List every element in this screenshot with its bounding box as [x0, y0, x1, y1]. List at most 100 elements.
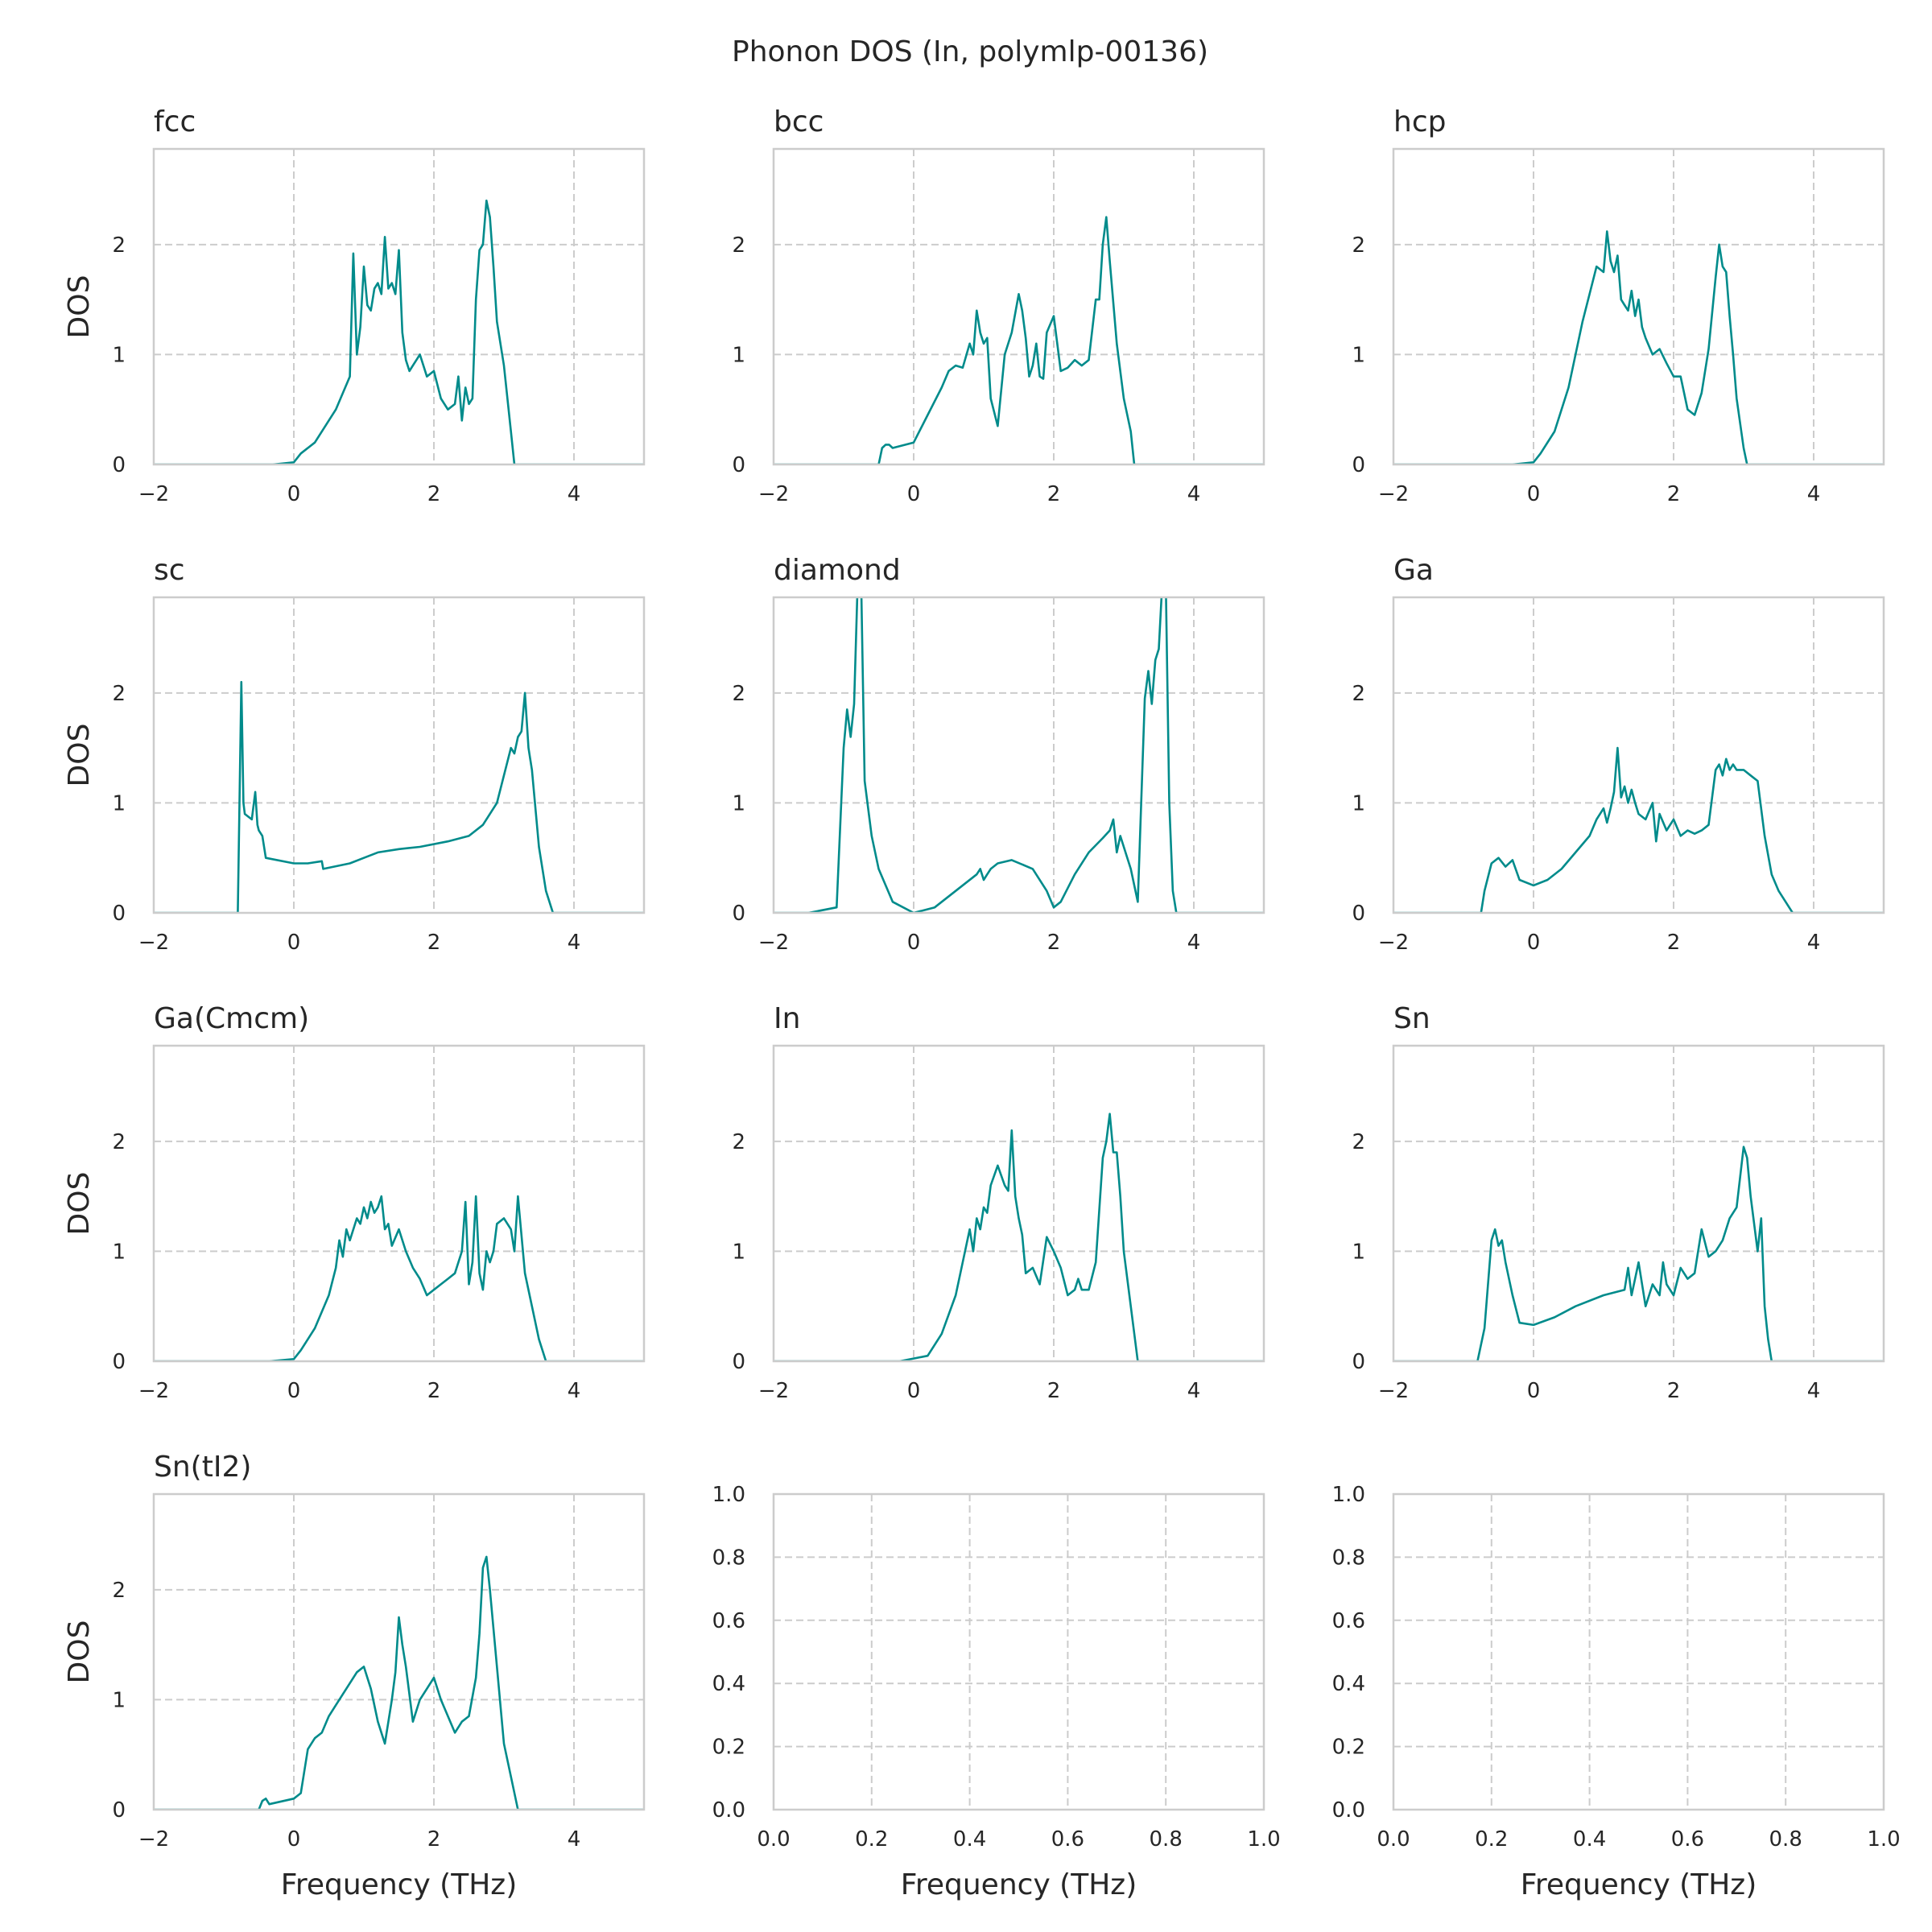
x-tick-label: 2 — [1667, 1379, 1681, 1403]
dos-curve — [154, 199, 644, 464]
y-tick-label: 0.0 — [1332, 1798, 1365, 1823]
y-tick-label: 0 — [1352, 902, 1365, 926]
panel-diamond: 0 1 2 −2 0 2 4 diamond — [732, 554, 1265, 955]
x-tick-label: 0.8 — [1150, 1827, 1183, 1852]
y-tick-label: 0 — [1352, 453, 1365, 477]
panel-title: Sn — [1393, 1002, 1430, 1035]
x-tick-label: −2 — [758, 482, 789, 506]
y-tick-label: 0 — [732, 1350, 745, 1374]
x-tick-label: 0.2 — [855, 1827, 888, 1852]
axes-frame — [1392, 147, 1885, 466]
x-axis-label: Frequency (THz) — [281, 1868, 517, 1901]
x-tick-label: −2 — [138, 482, 169, 506]
y-tick-label: 2 — [112, 233, 126, 258]
y-axis-label: DOS — [63, 1620, 96, 1684]
y-tick-label: 2 — [112, 1130, 126, 1154]
x-tick-label: 2 — [1667, 931, 1681, 955]
panel-title: fcc — [154, 105, 196, 138]
axes-frame — [1392, 596, 1885, 914]
y-tick-label: 2 — [112, 1579, 126, 1603]
y-axis-label: DOS — [63, 724, 96, 787]
axes-frame — [1392, 1492, 1885, 1811]
y-tick-label: 2 — [732, 682, 745, 706]
panel-title: sc — [154, 554, 185, 587]
x-tick-label: 0.2 — [1475, 1827, 1508, 1852]
panel-title: In — [774, 1002, 800, 1035]
dos-curve — [1393, 1146, 1884, 1361]
y-tick-label: 1 — [112, 343, 126, 367]
y-tick-label: 0.4 — [712, 1672, 745, 1696]
x-tick-label: 4 — [1807, 1379, 1821, 1403]
y-tick-label: 0.6 — [712, 1609, 745, 1633]
y-axis-label: DOS — [63, 275, 96, 339]
panel-Ga(Cmcm): 0 1 2 −2 0 2 4 Ga(Cmcm) DOS — [63, 1002, 646, 1403]
panel-title: hcp — [1393, 105, 1446, 138]
panel-In: 0 1 2 −2 0 2 4 In — [732, 1002, 1265, 1403]
axes-frame — [152, 1044, 646, 1363]
x-tick-label: −2 — [758, 1379, 789, 1403]
dos-curve — [154, 1555, 644, 1810]
dos-curve — [774, 1113, 1264, 1361]
y-tick-label: 0.2 — [712, 1736, 745, 1760]
axes-frame — [152, 147, 646, 466]
panel-fcc: 0 1 2 −2 0 2 4 fcc DOS — [63, 105, 646, 506]
x-tick-label: 4 — [568, 1379, 581, 1403]
dos-curve — [774, 597, 1264, 913]
x-tick-label: 2 — [427, 1827, 441, 1852]
y-tick-label: 0.8 — [712, 1546, 745, 1570]
x-tick-label: 0 — [287, 482, 301, 506]
y-tick-label: 1.0 — [712, 1483, 745, 1507]
x-tick-label: 0 — [1527, 931, 1541, 955]
y-tick-label: 2 — [732, 1130, 745, 1154]
x-tick-label: 2 — [1047, 1379, 1061, 1403]
y-tick-label: 1.0 — [1332, 1483, 1365, 1507]
x-tick-label: 4 — [1187, 1379, 1201, 1403]
x-tick-label: 0.6 — [1051, 1827, 1084, 1852]
axes-frame — [772, 147, 1265, 466]
x-tick-label: −2 — [758, 931, 789, 955]
x-tick-label: 2 — [427, 931, 441, 955]
y-tick-label: 0 — [112, 1350, 126, 1374]
panel-Ga: 0 1 2 −2 0 2 4 Ga — [1352, 554, 1885, 955]
x-tick-label: 4 — [1187, 482, 1201, 506]
panels: 0 1 2 −2 0 2 4 fcc DOS 0 1 2 −2 0 2 4 bcc 0 1 2 −2 0 2 4 hcp 0 1 2 −… — [63, 105, 1901, 1901]
x-tick-label: 0 — [287, 931, 301, 955]
x-axis-label: Frequency (THz) — [1521, 1868, 1757, 1901]
x-tick-label: −2 — [138, 1827, 169, 1852]
x-axis-label: Frequency (THz) — [901, 1868, 1137, 1901]
x-tick-label: 0 — [1527, 482, 1541, 506]
x-tick-label: 0 — [907, 1379, 921, 1403]
x-tick-label: 4 — [1807, 931, 1821, 955]
dos-curve — [1393, 746, 1884, 913]
panel-Sn: 0 1 2 −2 0 2 4 Sn — [1352, 1002, 1885, 1403]
y-tick-label: 1 — [112, 1240, 126, 1264]
x-tick-label: 0 — [907, 931, 921, 955]
x-tick-label: 0.8 — [1769, 1827, 1802, 1852]
x-tick-label: 0.4 — [953, 1827, 986, 1852]
y-tick-label: 0 — [732, 902, 745, 926]
y-tick-label: 2 — [1352, 1130, 1365, 1154]
y-tick-label: 1 — [1352, 791, 1365, 815]
x-tick-label: 0.0 — [757, 1827, 790, 1852]
y-tick-label: 1 — [1352, 343, 1365, 367]
panel-title: Ga — [1393, 554, 1434, 587]
x-tick-label: 0 — [287, 1827, 301, 1852]
x-tick-label: −2 — [1378, 931, 1409, 955]
y-tick-label: 0.6 — [1332, 1609, 1365, 1633]
y-axis-label: DOS — [63, 1172, 96, 1236]
x-tick-label: 2 — [427, 482, 441, 506]
axes-frame — [772, 1044, 1265, 1363]
x-tick-label: 0 — [287, 1379, 301, 1403]
y-tick-label: 0 — [112, 453, 126, 477]
x-tick-label: 0.6 — [1671, 1827, 1704, 1852]
dos-curve — [1393, 230, 1884, 464]
x-tick-label: 2 — [1047, 482, 1061, 506]
x-tick-label: 0 — [907, 482, 921, 506]
panel-title: bcc — [774, 105, 824, 138]
y-tick-label: 0 — [1352, 1350, 1365, 1374]
panel-bcc: 0 1 2 −2 0 2 4 bcc — [732, 105, 1265, 506]
y-tick-label: 0 — [112, 902, 126, 926]
x-tick-label: −2 — [138, 931, 169, 955]
x-tick-label: 0.0 — [1377, 1827, 1410, 1852]
y-tick-label: 0.2 — [1332, 1736, 1365, 1760]
